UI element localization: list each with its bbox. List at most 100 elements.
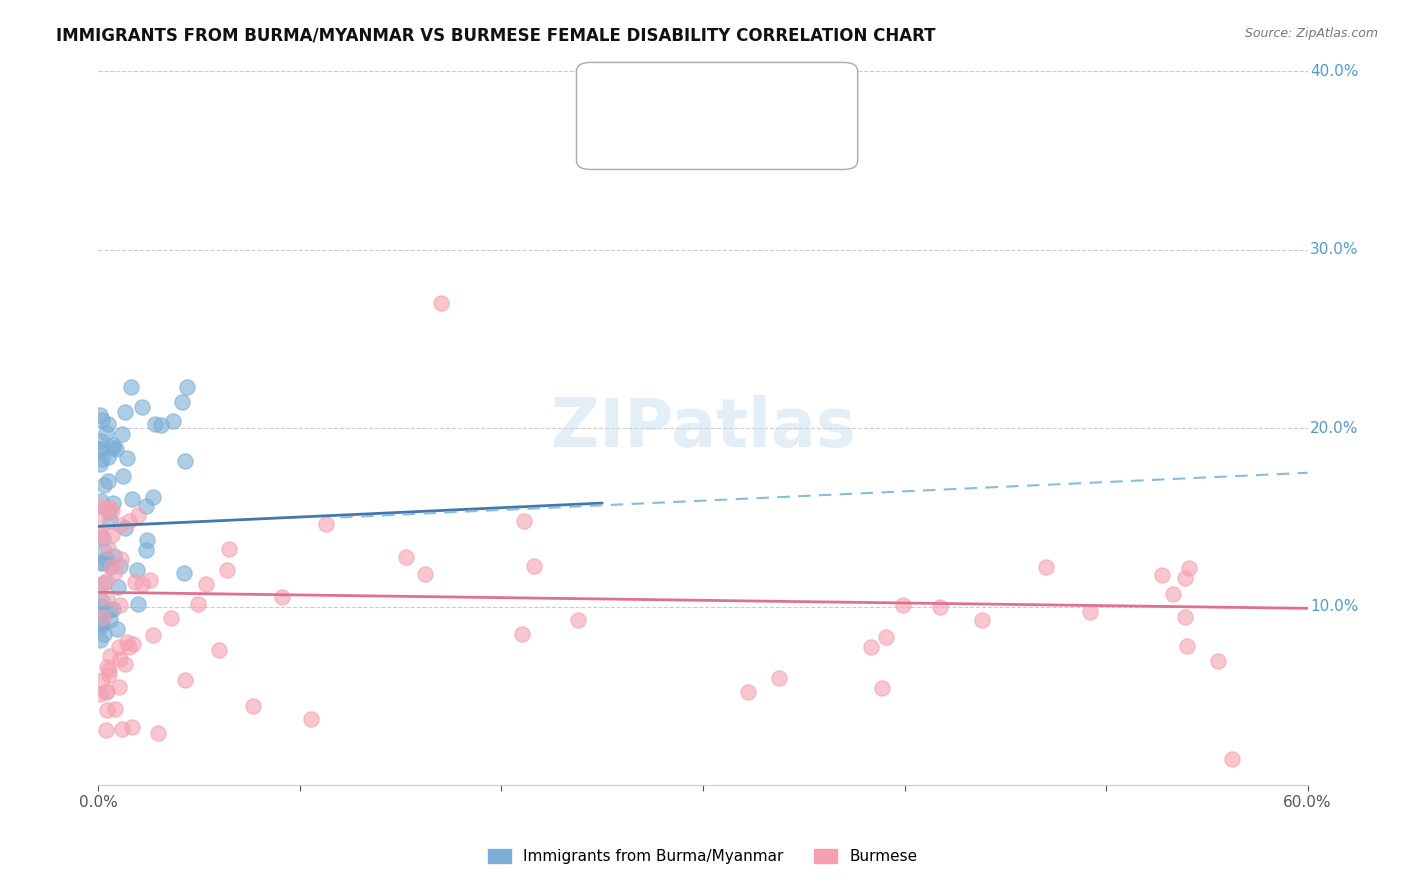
Text: R =  0.054: R = 0.054 (633, 113, 720, 128)
Point (891, 599, 914, 613)
Point (89, 687, 111, 701)
Point (89, 578, 111, 592)
Point (112, 469, 135, 483)
Point (143, 417, 166, 431)
Point (91, 610, 114, 624)
Text: N = 81: N = 81 (717, 147, 769, 161)
Text: ●: ● (612, 145, 628, 164)
Point (93, 544, 115, 558)
Point (90, 494, 112, 508)
Point (1178, 561, 1201, 575)
Point (104, 565, 127, 579)
Point (768, 671, 790, 685)
Point (395, 550, 418, 565)
Point (159, 611, 181, 625)
Text: 40.0%: 40.0% (1310, 64, 1358, 78)
Point (100, 559, 122, 574)
Text: 30.0%: 30.0% (1310, 243, 1358, 257)
Point (89, 616, 111, 631)
Point (98, 505, 121, 519)
Point (98, 500, 121, 515)
Point (413, 567, 436, 582)
Point (103, 438, 125, 452)
Point (131, 576, 153, 591)
Point (96, 659, 118, 673)
Point (510, 627, 533, 641)
Point (90, 509, 112, 524)
Point (1078, 606, 1101, 620)
Point (98, 514, 121, 528)
Point (93, 576, 115, 591)
Text: N = 62: N = 62 (717, 113, 769, 128)
Point (195, 576, 218, 591)
Point (100, 603, 122, 617)
Point (162, 413, 184, 427)
Point (100, 559, 122, 574)
Point (89, 442, 111, 457)
Point (1206, 654, 1229, 668)
Text: 10.0%: 10.0% (1310, 599, 1358, 614)
Point (90, 594, 112, 608)
Point (173, 566, 195, 580)
Point (97, 668, 120, 682)
Point (98, 649, 121, 664)
Text: IMMIGRANTS FROM BURMA/MYANMAR VS BURMESE FEMALE DISABILITY CORRELATION CHART: IMMIGRANTS FROM BURMA/MYANMAR VS BURMESE… (56, 27, 936, 45)
Point (1174, 571, 1197, 585)
Point (89, 527, 111, 541)
Point (90, 434, 112, 449)
Point (149, 417, 172, 432)
Point (97, 541, 120, 555)
Point (97, 474, 120, 488)
Point (111, 427, 134, 442)
Point (215, 563, 238, 577)
Point (271, 590, 294, 604)
Point (523, 558, 546, 573)
Point (1175, 639, 1198, 653)
Point (114, 657, 136, 672)
Point (91, 413, 114, 427)
Point (870, 681, 893, 695)
Text: ●: ● (612, 111, 628, 130)
Point (118, 640, 141, 654)
Point (218, 542, 240, 557)
Point (93, 478, 115, 492)
Point (91, 673, 114, 687)
Point (89, 457, 111, 471)
Point (103, 549, 125, 563)
Point (96, 683, 118, 698)
Point (105, 623, 128, 637)
Point (103, 441, 125, 455)
Point (94, 574, 117, 588)
Point (114, 405, 136, 419)
Point (96, 417, 118, 432)
Point (108, 518, 131, 533)
Point (90, 442, 112, 456)
Point (114, 521, 136, 535)
Point (104, 701, 127, 715)
Point (127, 597, 149, 611)
Point (135, 499, 157, 513)
Point (124, 575, 146, 590)
Point (131, 400, 153, 414)
Text: 20.0%: 20.0% (1310, 421, 1358, 435)
Text: ZIPatlas: ZIPatlas (551, 395, 855, 461)
Point (93, 501, 115, 516)
Point (91, 532, 114, 546)
Point (89, 556, 111, 570)
Point (1163, 587, 1185, 601)
Point (121, 637, 143, 651)
Point (94, 426, 117, 441)
Point (104, 442, 127, 456)
Point (101, 504, 124, 518)
Point (242, 698, 264, 713)
Point (315, 517, 337, 532)
Point (875, 630, 897, 644)
Point (90, 615, 112, 630)
Point (136, 533, 159, 548)
Point (120, 380, 142, 394)
Point (170, 395, 193, 409)
Point (115, 634, 138, 648)
Point (207, 642, 229, 657)
Point (860, 640, 883, 654)
Point (513, 514, 536, 528)
